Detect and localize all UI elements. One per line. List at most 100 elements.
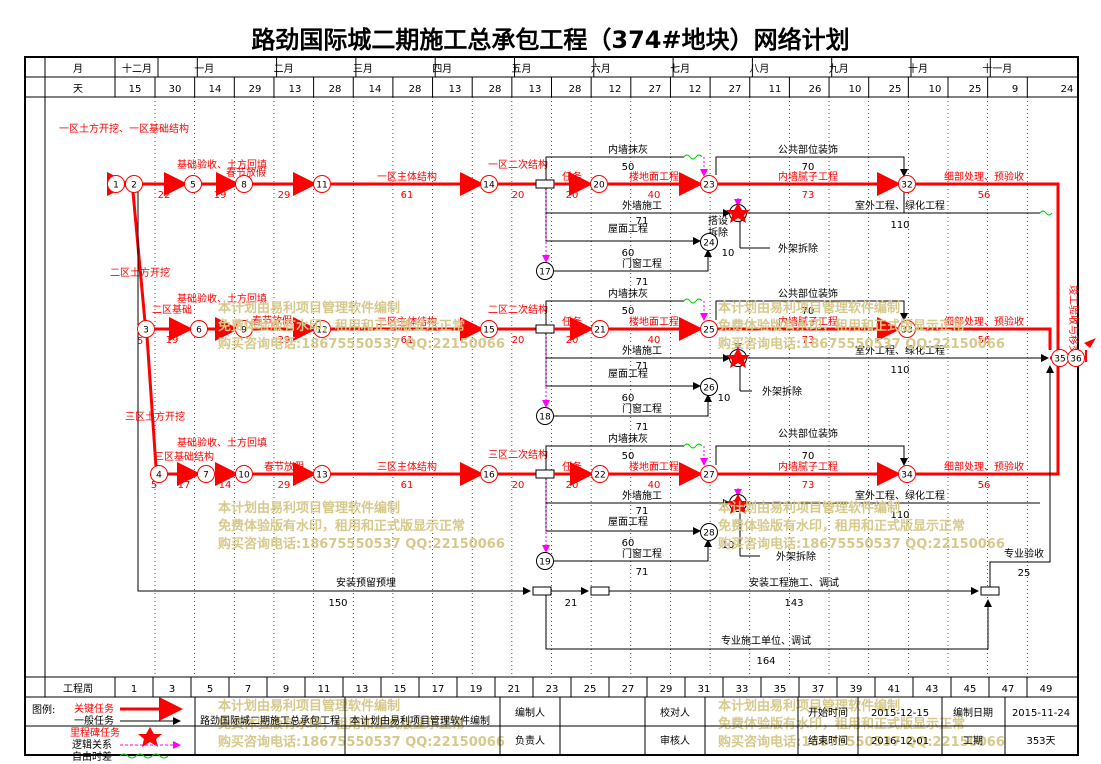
- watermark-text: 免费体验版有水印，租用和正式版显示正常: [718, 518, 965, 534]
- duration-label: 60: [622, 538, 635, 549]
- watermark: 本计划由易利项目管理软件编制 免费体验版有水印，租用和正式版显示正常 购买咨询电…: [218, 300, 1005, 750]
- network-node: 8: [235, 175, 253, 193]
- task-label: 外墙施工: [622, 344, 662, 357]
- zone-3-network: 三区土方开挖 三区基础结构 17 基础验收、土方回填 14 春节放假 29 三区…: [125, 335, 1060, 578]
- day-cell: 29: [249, 84, 262, 95]
- duration-label: 73: [802, 335, 815, 346]
- week-cell: 27: [622, 684, 635, 695]
- week-cell: 29: [660, 684, 673, 695]
- task-label: 二区基础: [152, 303, 192, 316]
- day-cell: 27: [649, 84, 662, 95]
- day-cell: 14: [209, 84, 222, 95]
- network-node: 2: [125, 175, 143, 193]
- duration-label: 50: [622, 306, 635, 317]
- start-value: 2015-12-15: [871, 708, 929, 719]
- week-cell: 23: [546, 684, 559, 695]
- week-cell: 43: [926, 684, 939, 695]
- watermark-text: 购买咨询电话:18675550537 QQ:22150066: [718, 734, 1005, 750]
- task-label: 公共部位装饰: [778, 287, 838, 300]
- duration-label: 60: [622, 248, 635, 259]
- start-label: 开始时间: [808, 706, 848, 719]
- task-label: 安装预留预埋: [336, 576, 396, 589]
- month-cell: 九月: [829, 63, 849, 75]
- node-label: 33: [901, 326, 912, 336]
- week-cell: 41: [888, 684, 901, 695]
- task-label: 三区土方开挖: [125, 410, 185, 423]
- duration-label: 20: [512, 480, 525, 491]
- week-cell: 3: [169, 684, 175, 695]
- network-node: 1: [107, 175, 125, 193]
- task-label: 春节放假: [226, 166, 266, 179]
- installation-network: 安装预留预埋 150 21 安装工程施工、调试 143 专业施工单位、调试 16…: [137, 192, 1096, 667]
- footer-table: 图例: 关键任务 一般任务 里程碑任务 逻辑关系 自由时差 路劲国际城二期施工总…: [25, 697, 1078, 763]
- legend-label: 图例:: [32, 703, 55, 716]
- duration-label: 71: [636, 361, 649, 372]
- duration-label: 29: [278, 335, 291, 346]
- week-cell: 15: [394, 684, 407, 695]
- week-cell: 35: [774, 684, 787, 695]
- week-cell: 9: [283, 684, 289, 695]
- network-node: 32: [898, 175, 916, 193]
- duration-label: 70: [802, 162, 815, 173]
- duration-label: 56: [978, 480, 991, 491]
- task-label: 外墙施工: [622, 489, 662, 502]
- task-label: 基础验收、土方回填: [177, 158, 267, 171]
- duration-label: 21: [565, 598, 578, 609]
- task-label: 二区二次结构: [488, 303, 548, 316]
- day-cell: 14: [369, 84, 382, 95]
- month-cell: 六月: [591, 63, 611, 75]
- task-label: 任务: [562, 315, 582, 328]
- legend-milestone: 里程碑任务: [70, 726, 120, 739]
- task-label: 基础验收、土方回填: [177, 436, 267, 449]
- task-label: 二区土方开挖: [110, 266, 170, 279]
- duration-label: 40: [648, 335, 661, 346]
- node-label: 11: [316, 181, 327, 191]
- watermark-text: 购买咨询电话:18675550537 QQ:22150066: [218, 734, 505, 750]
- week-row-label: 工程周: [63, 683, 93, 695]
- task-label: 内墙腻子工程: [778, 460, 838, 473]
- network-node: 13: [313, 465, 331, 483]
- month-cell: 四月: [432, 63, 452, 75]
- node-label: 4: [156, 471, 162, 481]
- duration-label: 25: [1018, 568, 1031, 579]
- task-label: 室外工程、绿化工程: [855, 199, 945, 212]
- milestone-star: [726, 203, 750, 223]
- node-label: 21: [594, 326, 605, 336]
- network-node: 3: [137, 320, 155, 338]
- task-label: 三区主体结构: [377, 460, 437, 473]
- task-label: 内墙抹灰: [608, 432, 648, 445]
- day-cell: 25: [969, 84, 982, 95]
- duration-label: 17: [178, 480, 191, 491]
- network-node: 28: [700, 523, 718, 541]
- month-row-label: 月: [73, 63, 83, 75]
- month-cell: 八月: [749, 63, 769, 75]
- node-label: 14: [483, 181, 495, 191]
- network-node: 5: [184, 175, 202, 193]
- network-node: 27: [700, 465, 718, 483]
- network-node: 36: [1067, 349, 1085, 367]
- legend-float: 自由时差: [72, 750, 112, 763]
- date-label: 编制日期: [953, 706, 993, 719]
- duration-label: 61: [401, 335, 414, 346]
- node-label: 25: [703, 326, 714, 336]
- day-cell: 30: [169, 84, 182, 95]
- task-label: 门窗工程: [622, 402, 662, 415]
- duration-label: 143: [784, 598, 803, 609]
- duration-label: 110: [890, 365, 909, 376]
- week-cell: 47: [1002, 684, 1015, 695]
- month-cell: 一月: [194, 63, 214, 75]
- month-cell: 五月: [512, 63, 532, 75]
- task-label: 基础验收、土方回填: [177, 292, 267, 305]
- day-cell: 28: [329, 84, 342, 95]
- duration-label: 29: [278, 480, 291, 491]
- reviewer-label: 审核人: [660, 734, 690, 747]
- month-cells: 十二月 一月 二月 三月 四月 五月 六月 七月 八月 九月 十月 十一月: [122, 62, 1012, 75]
- task-label: 一区二次结构: [488, 158, 548, 171]
- node-label: 18: [539, 413, 551, 423]
- watermark-text: 购买咨询电话:18675550537 QQ:22150066: [718, 336, 1005, 352]
- day-cell: 12: [609, 84, 622, 95]
- network-node: 25: [700, 320, 718, 338]
- duration-label: 29: [278, 190, 291, 201]
- task-label: 屋面工程: [608, 516, 648, 528]
